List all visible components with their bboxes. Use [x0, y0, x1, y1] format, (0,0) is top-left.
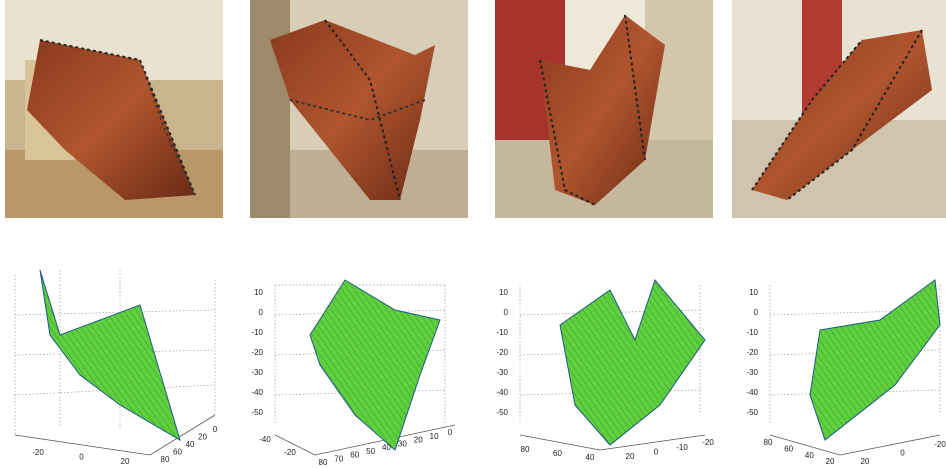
- axis-tick-label: 70: [334, 454, 343, 463]
- axis-tick-label: 50: [366, 447, 375, 456]
- z-tick-label: 0: [259, 308, 264, 317]
- z-tick-label: 0: [754, 308, 759, 317]
- axis-tick-label: 0: [79, 453, 84, 462]
- axis-tick-label: -20: [934, 440, 946, 449]
- z-tick-label: -40: [496, 388, 508, 397]
- axis-tick-label: 0: [213, 425, 218, 434]
- axis-tick-label: 40: [586, 453, 595, 462]
- axis-tick-label: 40: [805, 451, 814, 460]
- z-tick-label: -10: [746, 328, 758, 337]
- axis-tick-label: 80: [161, 455, 170, 464]
- z-tick-label: -20: [746, 348, 758, 357]
- axis-tick-label: -20: [702, 438, 714, 447]
- axis-tick-label: 0: [900, 449, 905, 458]
- axis-tick-label: 60: [350, 451, 359, 460]
- z-tick-label: 0: [504, 308, 509, 317]
- z-tick-label: -20: [496, 348, 508, 357]
- z-tick-label: -20: [251, 348, 263, 357]
- z-tick-label: -50: [496, 408, 508, 417]
- axis-tick-label: 80: [764, 438, 773, 447]
- z-tick-label: -10: [251, 328, 263, 337]
- axis-tick-label: 20: [826, 457, 835, 466]
- axis-tick-label: 60: [553, 449, 562, 458]
- z-tick-label: -40: [251, 388, 263, 397]
- axis-tick-label: 20: [198, 433, 207, 442]
- axis-tick-label: 20: [626, 452, 635, 461]
- axis-tick-label: 10: [430, 432, 439, 441]
- axis-tick-label: 40: [186, 440, 195, 449]
- axis-tick-label: 40: [382, 443, 391, 452]
- axis-tick-label: 0: [654, 447, 659, 456]
- z-tick-label: -40: [746, 388, 758, 397]
- photo-1: [5, 0, 223, 218]
- photo-4: [732, 0, 946, 218]
- axis-tick-label: 20: [414, 436, 423, 445]
- plot-3: 10 0 -10 -20 -30 -40 -50 80 60 40 20 0 -10 -20: [496, 278, 714, 462]
- z-tick-label: 10: [749, 288, 758, 297]
- plot-4: 10 0 -10 -20 -30 -40 -50 80 60 40 20 20 0 -20: [746, 279, 946, 466]
- z-tick-label: -50: [746, 408, 758, 417]
- z-tick-label: 10: [499, 288, 508, 297]
- axis-tick-label: 80: [521, 445, 530, 454]
- axis-tick-label: -40: [259, 435, 271, 444]
- photo-2: [250, 0, 468, 218]
- z-tick-label: 10: [254, 288, 263, 297]
- axis-tick-label: 60: [173, 448, 182, 457]
- axis-tick-label: 0: [448, 428, 453, 437]
- z-tick-label: -30: [496, 368, 508, 377]
- axis-tick-label: -10: [676, 443, 688, 452]
- photo-3: [495, 0, 713, 218]
- axis-tick-label: 30: [398, 439, 407, 448]
- axis-tick-label: 20: [121, 457, 130, 466]
- plot-2: 10 0 -10 -20 -30 -40 -50 -40 -20 80 70 60 50 40 30 20 10…: [251, 279, 456, 467]
- axis-tick-label: -20: [284, 448, 296, 457]
- z-tick-label: -50: [251, 408, 263, 417]
- z-tick-label: -30: [746, 368, 758, 377]
- axis-tick-label: 20: [861, 457, 870, 466]
- axis-tick-label: -20: [32, 448, 44, 457]
- axis-tick-label: 80: [319, 458, 328, 467]
- z-tick-label: -10: [496, 328, 508, 337]
- z-tick-label: -30: [251, 368, 263, 377]
- axis-tick-label: 60: [784, 444, 793, 453]
